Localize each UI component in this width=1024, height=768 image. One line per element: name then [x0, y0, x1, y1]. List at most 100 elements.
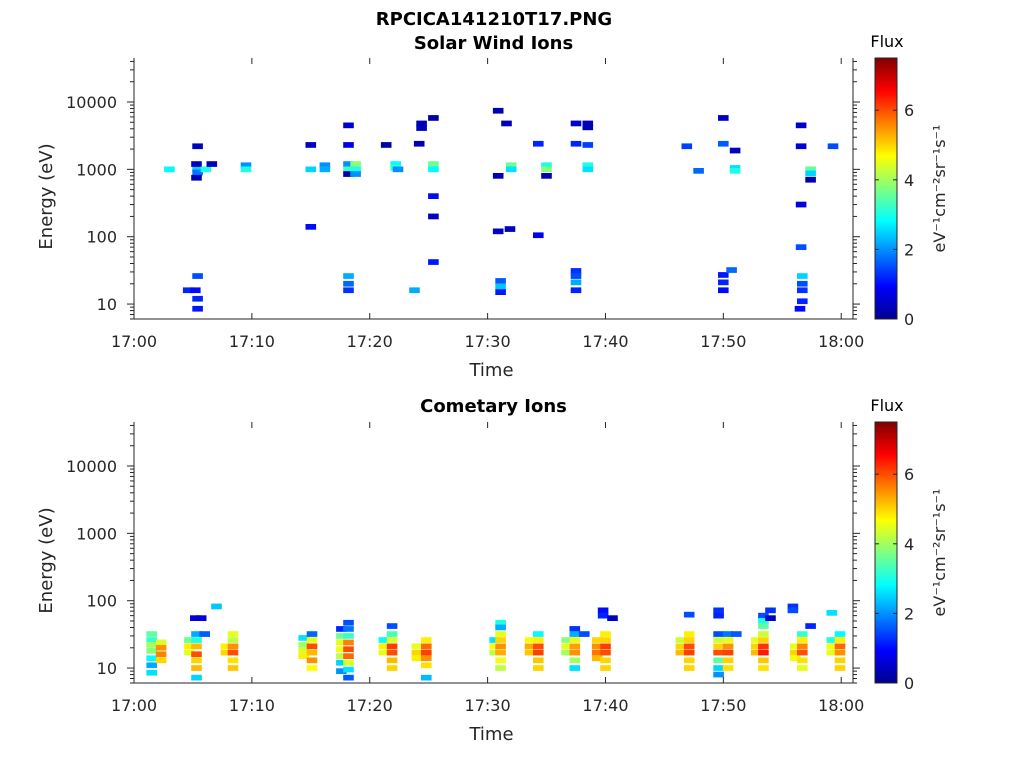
heatmap-cell	[227, 665, 239, 671]
x-tick-label: 17:10	[229, 696, 275, 715]
y-tick-label: 100	[86, 592, 117, 611]
heatmap-cell	[681, 143, 693, 150]
heatmap-cell	[600, 665, 611, 671]
heatmap-cell	[834, 637, 846, 643]
heatmap-cell	[191, 651, 202, 658]
y-axis-label: Energy (eV)	[36, 507, 57, 613]
heatmap-cell	[350, 171, 361, 177]
heatmap-cell	[192, 295, 203, 302]
heatmap-cell	[795, 244, 807, 250]
panel-title: Solar Wind Ions	[414, 33, 573, 54]
heatmap-cell	[298, 635, 309, 641]
heatmap-cell	[336, 639, 347, 646]
heatmap-cell	[155, 657, 167, 664]
heatmap-cell	[306, 631, 318, 637]
heatmap-cell	[805, 170, 816, 177]
heatmap-cell	[600, 643, 611, 650]
heatmap-cell	[191, 631, 202, 637]
heatmap-cell	[726, 267, 737, 273]
heatmap-cell	[211, 603, 222, 610]
heatmap-cell	[591, 649, 603, 656]
heatmap-cell	[421, 674, 432, 681]
heatmap-cell	[191, 637, 202, 643]
heatmap-cell	[306, 643, 318, 650]
heatmap-cell	[524, 637, 536, 643]
heatmap-cell	[492, 228, 504, 235]
heatmap-cell	[758, 665, 769, 671]
heatmap-cell	[693, 168, 704, 174]
heatmap-cell	[713, 637, 724, 643]
heatmap-cell	[495, 657, 506, 664]
heatmap-cell	[192, 305, 203, 312]
heatmap-cell	[591, 637, 603, 643]
heatmap-cell	[533, 657, 544, 664]
heatmap-cell	[421, 649, 432, 656]
heatmap-cell	[533, 232, 544, 239]
heatmap-cell	[192, 273, 203, 279]
heatmap-cell	[386, 665, 398, 671]
heatmap-cell	[607, 615, 618, 621]
heatmap-cell	[146, 642, 157, 648]
heatmap-cell	[184, 643, 195, 650]
heatmap-cell	[495, 643, 506, 650]
heatmap-cell	[569, 665, 581, 671]
heatmap-cell	[683, 631, 695, 637]
heatmap-cell	[298, 653, 309, 659]
heatmap-cell	[319, 162, 331, 169]
heatmap-cell	[533, 665, 544, 671]
heatmap-cell	[305, 166, 317, 173]
heatmap-cell	[561, 637, 572, 643]
heatmap-cell	[336, 653, 347, 659]
heatmap-cell	[591, 643, 603, 650]
heatmap-cell	[184, 637, 195, 643]
heatmap-cell	[343, 280, 354, 287]
heatmap-cell	[683, 643, 695, 650]
heatmap-cell	[350, 166, 361, 173]
heatmap-cell	[789, 655, 801, 662]
heatmap-cell	[191, 674, 202, 681]
heatmap-cell	[336, 626, 347, 632]
heatmap-cell	[306, 649, 318, 656]
colorbar-title: Flux	[870, 396, 903, 415]
heatmap-cell	[797, 280, 808, 287]
x-tick-label: 18:00	[818, 332, 864, 351]
heatmap-cell	[713, 649, 724, 656]
heatmap-cell	[797, 665, 808, 671]
heatmap-cell	[240, 162, 252, 169]
heatmap-cell	[787, 603, 799, 610]
heatmap-cell	[386, 623, 398, 629]
heatmap-cell	[591, 655, 603, 662]
colorbar-tick-label: 0	[904, 674, 914, 693]
heatmap-cells	[146, 603, 846, 681]
colorbar-gradient	[874, 421, 898, 684]
colorbar-tick-label: 0	[904, 310, 914, 329]
heatmap-cell	[192, 143, 203, 150]
heatmap-cell	[155, 644, 167, 651]
heatmap-cell	[758, 623, 769, 629]
heatmap-cell	[758, 637, 769, 643]
x-tick-label: 17:50	[700, 696, 746, 715]
heatmap-cell	[495, 631, 506, 637]
heatmap-cell	[797, 631, 808, 637]
y-tick-label: 10	[97, 295, 117, 314]
heatmap-cell	[305, 224, 317, 230]
heatmap-cell	[343, 646, 354, 653]
heatmap-cell	[751, 649, 762, 656]
y-tick-label: 10000	[66, 93, 117, 112]
heatmap-cell	[421, 662, 432, 669]
heatmap-cell	[600, 649, 611, 656]
heatmap-cell	[343, 166, 354, 173]
heatmap-cell	[541, 166, 552, 173]
heatmap-cell	[600, 637, 611, 643]
colorbar-gradient	[874, 57, 898, 320]
heatmap-cell	[421, 637, 432, 643]
heatmap-cell	[343, 659, 354, 666]
heatmap-cell	[533, 637, 544, 643]
heatmap-cell	[758, 618, 769, 624]
heatmap-cell	[428, 213, 439, 220]
heatmap-cell	[495, 619, 506, 626]
heatmap-cell	[195, 615, 207, 621]
heatmap-cell	[758, 649, 769, 656]
heatmap-cell	[411, 643, 423, 650]
heatmap-cell	[489, 643, 500, 650]
